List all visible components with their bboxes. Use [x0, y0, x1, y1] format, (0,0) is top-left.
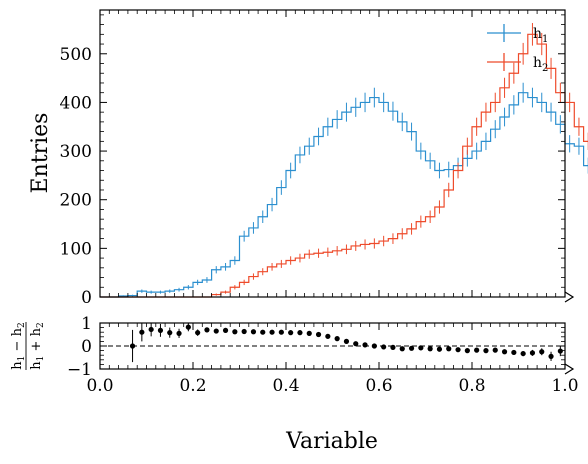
main-plot-area — [100, 10, 565, 297]
ratio-plot-frame — [99, 322, 566, 370]
ratio-point — [353, 341, 359, 347]
ratio-x-tick-label: 0.0 — [86, 376, 113, 396]
ratio-point — [139, 329, 145, 335]
ratio-point — [306, 330, 312, 336]
ratio-point — [408, 345, 415, 351]
ratio-point — [492, 347, 498, 353]
ratio-panel: −1 0 1 0.0 0.2 0.4 0.6 0.8 1.0 Variable h1 − h2… — [10, 314, 579, 454]
legend-item-h2: h2 — [487, 53, 548, 74]
ratio-x-ticks: 0.0 0.2 0.4 0.6 0.8 1.0 — [86, 323, 579, 396]
main-y-tick-label: 0 — [81, 288, 92, 308]
histogram-series-1 — [100, 92, 588, 298]
ratio-point — [260, 329, 266, 335]
ratio-point — [548, 353, 554, 359]
legend-label-h1: h1 — [533, 26, 548, 45]
ratio-point — [288, 330, 294, 336]
ratio-y-tick-label: −1 — [67, 360, 92, 380]
ratio-point — [315, 331, 322, 338]
main-y-tick-label: 500 — [60, 45, 92, 65]
main-y-axis-label: Entries — [28, 113, 53, 194]
ratio-point — [297, 330, 303, 336]
main-y-tick-label: 200 — [60, 191, 92, 211]
ratio-x-axis-arrow-icon — [564, 363, 575, 375]
ratio-y-label-denominator: h1 + h2 — [29, 322, 46, 369]
ratio-point — [185, 324, 191, 330]
ratio-point — [129, 343, 136, 349]
ratio-x-tick-label: 1.0 — [551, 376, 578, 396]
ratio-point — [427, 346, 433, 352]
ratio-point — [195, 330, 201, 336]
ratio-point — [557, 348, 563, 354]
ratio-point — [474, 347, 480, 353]
ratio-point — [148, 326, 154, 333]
ratio-point — [241, 328, 247, 335]
ratio-point — [167, 330, 173, 336]
ratio-point — [278, 329, 284, 335]
ratio-point — [390, 344, 396, 350]
ratio-point — [539, 349, 545, 355]
ratio-point — [520, 350, 526, 357]
ratio-point — [222, 327, 229, 333]
ratio-point — [399, 346, 405, 352]
ratio-y-label-numerator: h1 − h2 — [10, 322, 27, 369]
main-y-ticks: 0 100 200 300 400 500 — [60, 14, 565, 308]
ratio-point — [446, 346, 452, 352]
ratio-point — [362, 342, 368, 348]
main-x-axis-arrow-icon — [564, 291, 575, 303]
legend-item-h1: h1 — [487, 24, 548, 45]
ratio-x-axis-label: Variable — [285, 429, 378, 454]
ratio-point — [418, 345, 424, 351]
main-histograms — [100, 23, 588, 298]
ratio-y-tick-label: 1 — [81, 314, 92, 334]
ratio-point — [232, 329, 238, 335]
ratio-point — [483, 348, 489, 354]
ratio-point — [250, 329, 257, 335]
ratio-point — [157, 327, 164, 333]
ratio-point — [325, 333, 331, 339]
ratio-point — [343, 338, 350, 344]
main-panel: 0 100 200 300 400 500 Entries h1 h2 — [28, 9, 588, 308]
legend-label-h2: h2 — [533, 55, 548, 74]
ratio-point — [501, 349, 508, 355]
ratio-point — [176, 330, 182, 336]
ratio-y-axis-label: h1 − h2 h1 + h2 — [10, 322, 46, 370]
ratio-point — [511, 349, 517, 356]
main-plot-frame — [99, 9, 566, 298]
ratio-x-tick-label: 0.4 — [272, 376, 299, 396]
legend: h1 h2 — [487, 24, 548, 74]
ratio-point — [436, 346, 443, 352]
ratio-point — [455, 347, 461, 353]
ratio-point — [464, 348, 470, 354]
ratio-point — [269, 329, 275, 335]
ratio-x-tick-label: 0.6 — [365, 376, 392, 396]
ratio-point — [371, 343, 377, 349]
histogram-series-2 — [100, 33, 588, 298]
ratio-x-tick-label: 0.2 — [179, 376, 206, 396]
main-y-tick-label: 100 — [60, 239, 92, 259]
main-y-tick-label: 300 — [60, 142, 92, 162]
ratio-points — [129, 323, 563, 363]
main-y-tick-label: 400 — [60, 93, 92, 113]
ratio-point — [529, 350, 536, 356]
ratio-y-tick-label: 0 — [81, 337, 92, 357]
ratio-point — [334, 336, 340, 342]
ratio-point — [204, 327, 210, 333]
ratio-point — [213, 328, 219, 334]
ratio-point — [381, 344, 387, 350]
ratio-x-tick-label: 0.8 — [458, 376, 485, 396]
